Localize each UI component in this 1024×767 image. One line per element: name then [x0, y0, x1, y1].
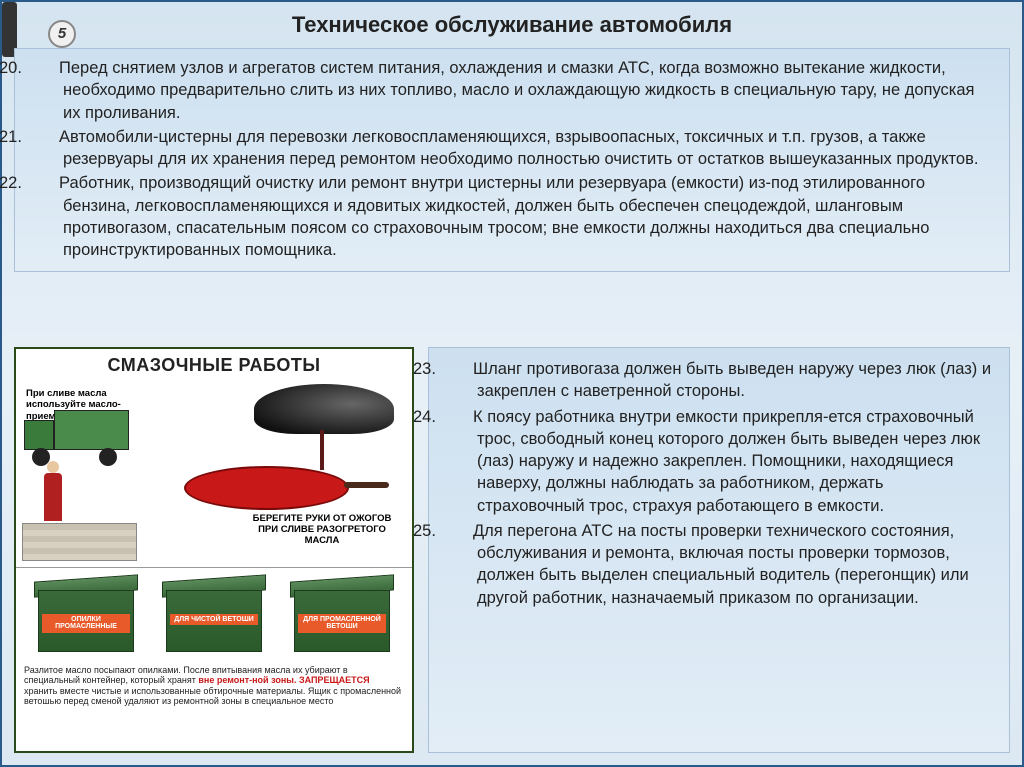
truck-icon [24, 410, 134, 472]
top-text-panel: 20.Перед снятием узлов и агрегатов систе… [14, 48, 1010, 272]
floor-grate-icon [22, 523, 137, 561]
waste-bin-icon: ДЛЯ ЧИСТОЙ ВЕТОШИ [158, 576, 270, 658]
right-text-panel: 23.Шланг противогаза должен быть выведен… [428, 347, 1010, 753]
bins-row: ОПИЛКИ ПРОМАСЛЕННЫЕДЛЯ ЧИСТОЙ ВЕТОШИДЛЯ … [16, 568, 412, 663]
faucet-icon [254, 384, 394, 434]
safety-poster: СМАЗОЧНЫЕ РАБОТЫ При сливе масла использ… [14, 347, 414, 753]
caption-text: хранить вместе чистые и использованные о… [24, 686, 401, 706]
page-title: Техническое обслуживание автомобиля [2, 12, 1022, 38]
poster-caption: Разлитое масло посыпают опилками. После … [16, 663, 412, 712]
poster-text-burns-warning: БЕРЕГИТЕ РУКИ ОТ ОЖОГОВ ПРИ СЛИВЕ РАЗОГР… [252, 514, 392, 547]
oil-pan-icon [184, 466, 349, 510]
poster-illustration: При сливе масла используйте масло-приемн… [16, 378, 412, 568]
list-item: 22.Работник, производящий очистку или ре… [31, 172, 993, 261]
list-item: 24.К поясу работника внутри емкости прик… [445, 406, 993, 517]
waste-bin-icon: ОПИЛКИ ПРОМАСЛЕННЫЕ [30, 576, 142, 658]
pan-handle-icon [344, 482, 389, 488]
poster-title: СМАЗОЧНЫЕ РАБОТЫ [16, 349, 412, 378]
list-item: 20.Перед снятием узлов и агрегатов систе… [31, 57, 993, 124]
oil-pan-scene: БЕРЕГИТЕ РУКИ ОТ ОЖОГОВ ПРИ СЛИВЕ РАЗОГР… [169, 384, 404, 559]
worker-icon [44, 473, 62, 521]
caption-highlight: вне ремонт-ной зоны. ЗАПРЕЩАЕТСЯ [198, 675, 369, 685]
list-item: 25.Для перегона АТС на посты проверки те… [445, 520, 993, 609]
list-item: 21.Автомобили-цистерны для перевозки лег… [31, 126, 993, 171]
oil-stream-icon [320, 430, 324, 470]
list-item: 23.Шланг противогаза должен быть выведен… [445, 358, 993, 403]
bottom-row: СМАЗОЧНЫЕ РАБОТЫ При сливе масла использ… [14, 347, 1010, 753]
waste-bin-icon: ДЛЯ ПРОМАСЛЕННОЙ ВЕТОШИ [286, 576, 398, 658]
